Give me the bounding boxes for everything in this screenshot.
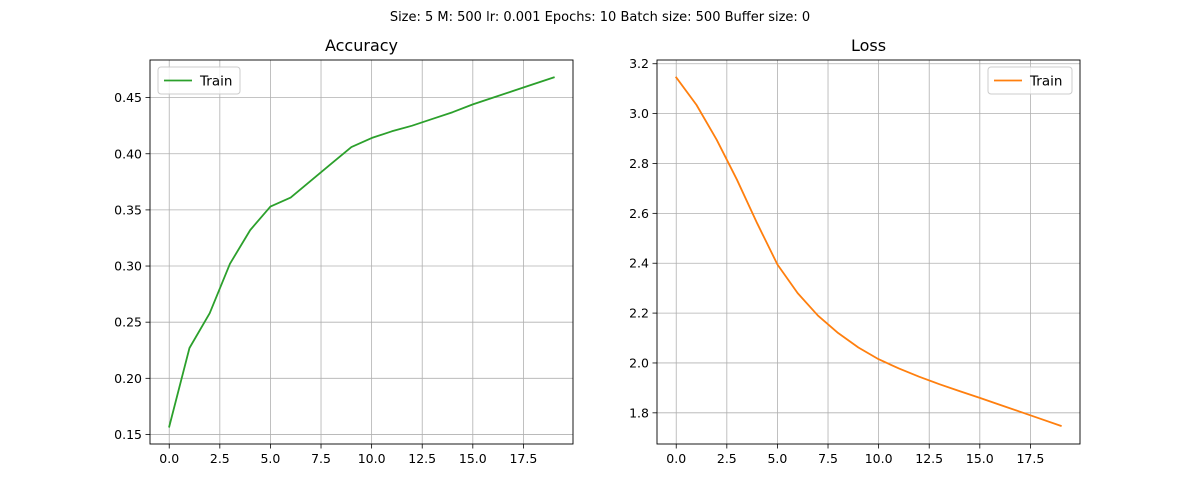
accuracy-legend-box	[157, 66, 241, 95]
accuracy-y-tick-label: 0.40	[114, 146, 142, 161]
loss-y-tick-label: 3.2	[629, 56, 649, 71]
accuracy-y-tick-label: 0.45	[114, 90, 142, 105]
loss-y-tick-label: 2.8	[629, 156, 649, 171]
accuracy-y-tick-label: 0.25	[114, 315, 142, 330]
loss-title: Loss	[851, 36, 886, 55]
loss-x-tick-label: 15.0	[966, 451, 994, 466]
accuracy-x-tick-label: 5.0	[260, 451, 280, 466]
accuracy-y-tick-label: 0.20	[114, 371, 142, 386]
loss-series-line-train	[674, 76, 1062, 427]
loss-x-tick-label: 7.5	[818, 451, 838, 466]
loss-y-tick-label: 2.6	[629, 206, 649, 221]
loss-axes-frame	[656, 59, 1081, 445]
accuracy-panel: Accuracy 0.0 2.5 5.0 7.5 10.0 12.5 15.0 17.5 0.15…	[114, 36, 574, 466]
accuracy-y-tick-label: 0.30	[114, 259, 142, 274]
accuracy-y-tick-label: 0.15	[114, 427, 142, 442]
loss-y-tick-label: 2.4	[629, 256, 649, 271]
accuracy-x-tick-label: 10.0	[358, 451, 386, 466]
loss-panel: Loss 0.0 2.5 5.0 7.5 10.0 12.5 15.0 17.5 1.8 2.0 2.…	[629, 36, 1081, 466]
accuracy-axes-frame	[149, 59, 574, 445]
accuracy-x-tick-label: 7.5	[311, 451, 331, 466]
loss-y-tick-label: 3.0	[629, 106, 649, 121]
loss-x-tick-label: 12.5	[915, 451, 943, 466]
loss-y-tick-label: 1.8	[629, 405, 649, 420]
loss-legend: Train	[987, 66, 1073, 95]
loss-legend-box	[987, 66, 1073, 95]
accuracy-title: Accuracy	[325, 36, 398, 55]
accuracy-x-tick-label: 0.0	[159, 451, 179, 466]
accuracy-x-tick-label: 2.5	[210, 451, 230, 466]
accuracy-legend: Train	[157, 66, 241, 95]
accuracy-x-tick-label: 15.0	[459, 451, 487, 466]
loss-x-tick-label: 0.0	[666, 451, 686, 466]
accuracy-y-tick-label: 0.35	[114, 202, 142, 217]
accuracy-series-line-train	[168, 76, 555, 428]
accuracy-x-tick-label: 17.5	[509, 451, 537, 466]
loss-legend-label: Train	[1029, 74, 1062, 90]
loss-y-tick-label: 2.0	[629, 355, 649, 370]
loss-x-tick-label: 5.0	[767, 451, 787, 466]
accuracy-x-tick-label: 12.5	[408, 451, 436, 466]
accuracy-legend-label: Train	[199, 74, 232, 90]
loss-x-tick-label: 10.0	[865, 451, 893, 466]
loss-y-tick-label: 2.2	[629, 306, 649, 321]
loss-x-tick-label: 2.5	[717, 451, 737, 466]
suptitle: Size: 5 M: 500 lr: 0.001 Epochs: 10 Batc…	[390, 10, 810, 25]
loss-x-tick-label: 17.5	[1016, 451, 1044, 466]
